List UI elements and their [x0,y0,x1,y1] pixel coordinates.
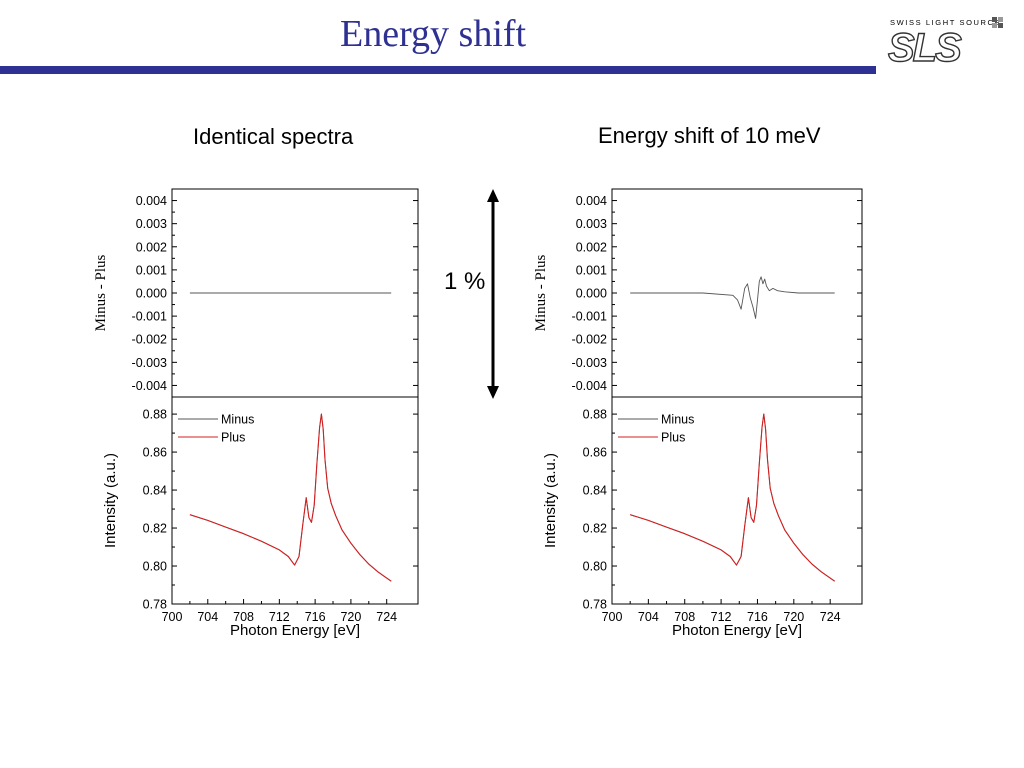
scale-marker-label: 1 % [444,268,486,295]
right-bottom-ytick-label: 0.80 [583,560,607,574]
left-bottom-legend-label-plus: Plus [221,431,245,445]
right-bottom-ylabel: Intensity (a.u.) [542,453,559,548]
right-bottom-ytick-label: 0.86 [583,446,607,460]
logo-squares-icon [992,17,1004,29]
left-top-ylabel: Minus - Plus [93,254,109,331]
left-top-ytick-label: -0.003 [132,356,167,370]
right-bottom-xtick-label: 720 [783,610,804,624]
right-bottom-ytick-label: 0.88 [583,408,607,422]
left-bottom-xtick-label: 712 [269,610,290,624]
left-bottom-xtick-label: 704 [197,610,218,624]
left-bottom-xtick-label: 708 [233,610,254,624]
left-bottom-plot-frame [171,396,419,605]
right-top-ytick-label: -0.002 [572,333,607,347]
left-top-ytick-label: -0.002 [132,333,167,347]
right-top-ytick-label: -0.001 [572,310,607,324]
left-bottom-ytick-label: 0.82 [143,522,167,536]
right-bottom-legend-label-plus: Plus [661,431,685,445]
right-top-ytick-label: -0.003 [572,356,607,370]
right-bottom-ytick-label: 0.84 [583,484,607,498]
left-bottom-ytick-label: 0.78 [143,598,167,612]
left-bottom-ytick-label: 0.84 [143,484,167,498]
right-bottom-ytick-label: 0.82 [583,522,607,536]
left-bottom-xtick-label: 724 [376,610,397,624]
right-bottom-xtick-label: 716 [747,610,768,624]
title-underline-bar [0,66,876,74]
left-bottom-xtick-label: 720 [340,610,361,624]
logo-wordmark: SLS [887,26,962,70]
left-top-ytick-label: 0.004 [136,194,167,208]
right-bottom-xtick-label: 704 [638,610,659,624]
left-bottom-series-plus-line [189,413,392,582]
right-bottom-plot-frame [611,396,863,605]
left-bottom-ytick-label: 0.88 [143,408,167,422]
right-top-ytick-label: 0.003 [576,217,607,231]
right-top-ytick-label: -0.004 [572,379,607,393]
left-bottom-ytick-label: 0.86 [143,446,167,460]
left-top-ytick-label: 0.002 [136,240,167,254]
left-bottom-xlabel: Photon Energy [eV] [230,622,360,639]
sls-logo: SWISS LIGHT SOURCE SLS [886,14,1012,70]
slide-title: Energy shift [340,13,527,55]
right-top-ylabel: Minus - Plus [533,254,549,331]
right-top-ytick-label: 0.001 [576,263,607,277]
left-top-ytick-label: -0.001 [132,310,167,324]
right-top-ytick-label: 0.000 [576,287,607,301]
left-bottom-legend-label-minus: Minus [221,413,254,427]
right-bottom-xtick-label: 724 [820,610,841,624]
right-top-ytick-label: 0.002 [576,240,607,254]
scale-arrow-down-head [487,386,499,399]
scale-arrow-up-head [487,189,499,202]
left-bottom-xtick-label: 700 [162,610,183,624]
left-top-ytick-label: 0.001 [136,263,167,277]
left-top-ytick-label: -0.004 [132,379,167,393]
left-bottom-ylabel: Intensity (a.u.) [102,453,119,548]
right-bottom-xlabel: Photon Energy [eV] [672,622,802,639]
right-bottom-xtick-label: 712 [711,610,732,624]
right-top-ytick-label: 0.004 [576,194,607,208]
left-top-ytick-label: 0.000 [136,287,167,301]
right-bottom-legend-label-minus: Minus [661,413,694,427]
right-top-difference-line [630,276,835,319]
right-bottom-ytick-label: 0.78 [583,598,607,612]
logo-tagline: SWISS LIGHT SOURCE [890,18,1002,27]
right-bottom-xtick-label: 700 [602,610,623,624]
left-panel-heading: Identical spectra [193,124,354,149]
right-panel-heading: Energy shift of 10 meV [598,123,821,148]
left-bottom-ytick-label: 0.80 [143,560,167,574]
right-bottom-series-plus-line [630,413,836,582]
left-bottom-xtick-label: 716 [305,610,326,624]
left-top-ytick-label: 0.003 [136,217,167,231]
right-bottom-xtick-label: 708 [674,610,695,624]
